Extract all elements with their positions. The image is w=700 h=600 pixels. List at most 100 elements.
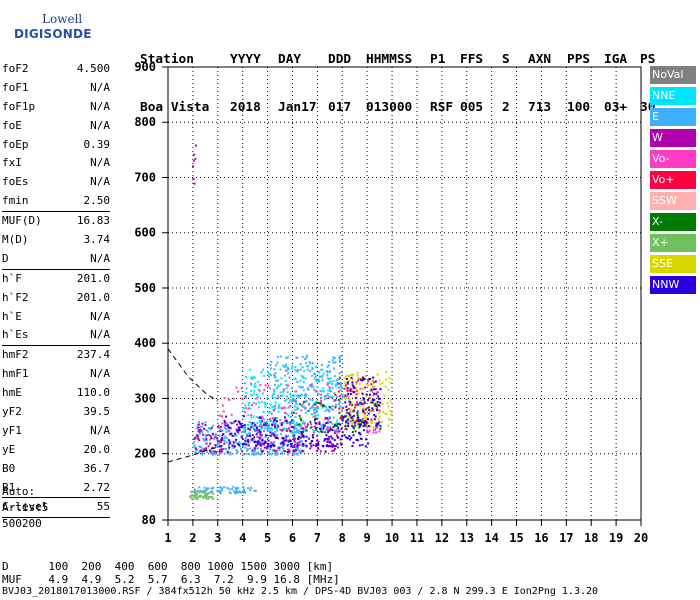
echo-point bbox=[365, 395, 368, 398]
echo-point bbox=[358, 419, 361, 422]
echo-point bbox=[345, 428, 348, 431]
echo-point bbox=[375, 422, 378, 425]
echo-point bbox=[328, 427, 331, 430]
echo-point bbox=[247, 441, 250, 444]
echo-point bbox=[274, 383, 277, 386]
echo-point bbox=[240, 423, 243, 426]
param-value: N/A bbox=[90, 423, 110, 437]
param-name: foF1p bbox=[2, 99, 36, 113]
header-label: AXN bbox=[528, 52, 552, 67]
echo-point bbox=[310, 385, 313, 388]
echo-point bbox=[302, 381, 305, 384]
echo-point bbox=[325, 422, 328, 425]
echo-point bbox=[269, 418, 272, 421]
echo-point bbox=[338, 407, 341, 410]
echo-point bbox=[236, 491, 239, 494]
echo-point bbox=[209, 449, 212, 452]
echo-point bbox=[274, 401, 277, 404]
echo-point bbox=[348, 374, 351, 377]
echo-point bbox=[324, 398, 327, 401]
echo-point bbox=[268, 406, 271, 409]
echo-point bbox=[204, 492, 207, 495]
echo-point bbox=[329, 387, 332, 390]
param-name: fxI bbox=[2, 156, 22, 170]
echo-point bbox=[321, 431, 324, 434]
echo-point bbox=[335, 424, 338, 427]
echo-point bbox=[357, 420, 360, 423]
echo-point bbox=[355, 420, 358, 423]
echo-point bbox=[282, 441, 285, 444]
echo-point bbox=[201, 425, 204, 428]
echo-point bbox=[314, 417, 317, 420]
echo-point bbox=[236, 450, 239, 453]
param-name: foEp bbox=[2, 137, 29, 151]
echo-point bbox=[337, 382, 340, 385]
fitted-trace bbox=[167, 348, 219, 402]
echo-point bbox=[376, 426, 379, 429]
echo-point bbox=[292, 431, 295, 434]
echo-point bbox=[341, 395, 344, 398]
echo-point bbox=[300, 431, 303, 434]
y-tick-label: 900 bbox=[134, 60, 156, 74]
legend-entry: NNW bbox=[650, 276, 696, 294]
echo-point bbox=[374, 388, 377, 391]
echo-point bbox=[330, 443, 333, 446]
echo-point bbox=[233, 442, 236, 445]
echo-point bbox=[312, 428, 315, 431]
echo-point bbox=[241, 424, 244, 427]
echo-point bbox=[300, 426, 303, 429]
echo-point bbox=[207, 497, 210, 500]
echo-point bbox=[255, 397, 258, 400]
echo-point bbox=[326, 417, 329, 420]
echo-point bbox=[320, 368, 323, 371]
echo-point bbox=[279, 442, 282, 445]
header-label: YYYY bbox=[230, 52, 261, 67]
echo-point bbox=[263, 374, 266, 377]
echo-point bbox=[338, 357, 341, 360]
echo-point bbox=[365, 393, 368, 396]
echo-point bbox=[234, 432, 237, 435]
echo-point bbox=[276, 437, 279, 440]
echo-point bbox=[366, 429, 369, 432]
echo-point bbox=[214, 434, 217, 437]
echo-point bbox=[318, 375, 321, 378]
echo-point bbox=[220, 448, 223, 451]
echo-point bbox=[296, 443, 299, 446]
x-tick-label: 16 bbox=[534, 531, 548, 545]
echo-point bbox=[271, 422, 274, 425]
echo-point bbox=[278, 447, 281, 450]
echo-point bbox=[367, 406, 370, 409]
echo-point bbox=[195, 491, 198, 494]
echo-point bbox=[319, 389, 322, 392]
echo-point bbox=[242, 491, 245, 494]
echo-point bbox=[290, 412, 293, 415]
echo-point bbox=[201, 447, 204, 450]
echo-point bbox=[257, 381, 260, 384]
echo-point bbox=[319, 399, 322, 402]
echo-point bbox=[301, 375, 304, 378]
legend-entry: SSW bbox=[650, 192, 696, 210]
echo-point bbox=[301, 405, 304, 408]
echo-point bbox=[262, 449, 265, 452]
echo-point bbox=[256, 416, 259, 419]
echo-point bbox=[249, 423, 252, 426]
echo-point bbox=[290, 416, 293, 419]
echo-point bbox=[364, 424, 367, 427]
echo-point bbox=[263, 401, 266, 404]
echo-point bbox=[368, 389, 371, 392]
echo-point bbox=[293, 428, 296, 431]
echo-point bbox=[237, 420, 240, 423]
echo-point bbox=[371, 420, 374, 423]
echo-point bbox=[309, 422, 312, 425]
echo-point bbox=[219, 426, 222, 429]
echo-point bbox=[306, 387, 309, 390]
echo-point bbox=[273, 405, 276, 408]
echo-point bbox=[209, 442, 212, 445]
echo-point bbox=[291, 397, 294, 400]
echo-point bbox=[303, 369, 306, 372]
echo-point bbox=[301, 449, 304, 452]
echo-point bbox=[196, 489, 199, 492]
echo-point bbox=[246, 448, 249, 451]
echo-point bbox=[307, 365, 310, 368]
echo-point bbox=[193, 494, 196, 497]
